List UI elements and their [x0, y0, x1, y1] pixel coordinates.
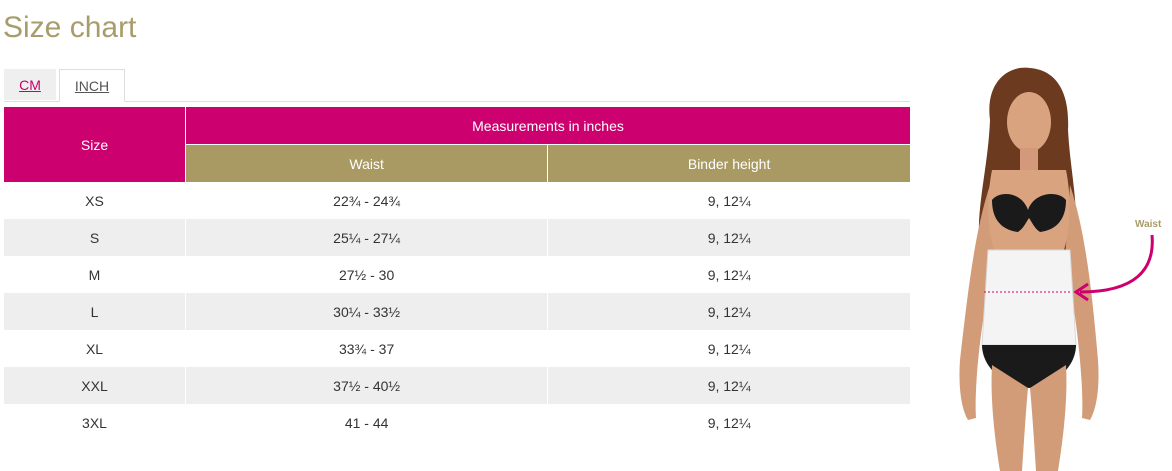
- cell-size: S: [4, 219, 186, 256]
- table-row: XXL 37½ - 40½ 9, 12¼: [4, 367, 910, 404]
- neck-shape: [1020, 148, 1038, 170]
- waist-label: Waist: [1135, 219, 1162, 230]
- header-measurements: Measurements in inches: [185, 107, 910, 145]
- table-row: XS 22¾ - 24¾ 9, 12¼: [4, 182, 910, 219]
- cell-binder-height: 9, 12¼: [547, 330, 910, 367]
- cell-size: XL: [4, 330, 186, 367]
- cell-binder-height: 9, 12¼: [547, 293, 910, 330]
- right-leg-shape: [1030, 365, 1067, 471]
- binder-shape: [981, 249, 1077, 346]
- arrow-head-icon: [1073, 282, 1089, 302]
- cell-waist: 37½ - 40½: [185, 367, 549, 404]
- cell-waist: 27½ - 30: [185, 256, 549, 293]
- tab-cm[interactable]: CM: [4, 69, 56, 100]
- waist-arrow: [1079, 234, 1154, 294]
- cell-size: XXL: [4, 367, 186, 404]
- header-waist: Waist: [185, 144, 549, 182]
- cell-binder-height: 9, 12¼: [547, 256, 910, 293]
- table-row: XL 33¾ - 37 9, 12¼: [4, 330, 910, 367]
- subheader-row: Waist Binder height: [4, 144, 910, 182]
- cell-size: M: [4, 256, 186, 293]
- table-row: 3XL 41 - 44 9, 12¼: [4, 404, 910, 441]
- cell-waist: 41 - 44: [185, 404, 549, 441]
- cell-binder-height: 9, 12¼: [547, 182, 910, 219]
- left-arm-shape: [959, 185, 995, 420]
- header-size: Size: [4, 107, 186, 182]
- table-row: L 30¼ - 33½ 9, 12¼: [4, 293, 910, 330]
- right-arm-shape: [1065, 185, 1099, 420]
- table-row: S 25¼ - 27¼ 9, 12¼: [4, 219, 910, 256]
- page-title: Size chart: [3, 11, 137, 44]
- cell-size: L: [4, 293, 186, 330]
- cell-size: 3XL: [4, 404, 186, 441]
- table-row: M 27½ - 30 9, 12¼: [4, 256, 910, 293]
- header-binder-height: Binder height: [547, 144, 910, 182]
- cell-waist: 30¼ - 33½: [185, 293, 549, 330]
- cell-binder-height: 9, 12¼: [547, 219, 910, 256]
- cell-waist: 33¾ - 37: [185, 330, 549, 367]
- face-shape: [1007, 92, 1051, 152]
- left-leg-shape: [991, 365, 1028, 471]
- unit-tabs: CM INCH: [4, 69, 910, 102]
- size-table: Size Measurements in inches Waist Binder…: [4, 107, 910, 441]
- cell-waist: 25¼ - 27¼: [185, 219, 549, 256]
- model-figure-illustration: [959, 67, 1154, 471]
- tab-inch[interactable]: INCH: [59, 69, 125, 102]
- cell-binder-height: 9, 12¼: [547, 367, 910, 404]
- cell-size: XS: [4, 182, 186, 219]
- cell-waist: 22¾ - 24¾: [185, 182, 549, 219]
- bra-shape: [992, 194, 1066, 232]
- header-row: Size Measurements in inches: [4, 107, 910, 182]
- cell-binder-height: 9, 12¼: [547, 404, 910, 441]
